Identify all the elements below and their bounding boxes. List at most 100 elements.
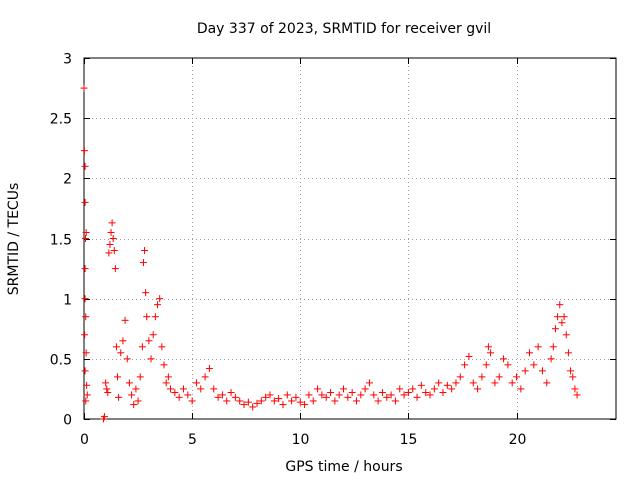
- data-point: [119, 337, 127, 345]
- data-point: [335, 391, 343, 399]
- data-point: [105, 249, 113, 257]
- data-point: [348, 389, 356, 397]
- data-point: [249, 403, 257, 411]
- y-tick-label: 3: [63, 52, 72, 68]
- data-point: [128, 391, 136, 399]
- data-point: [82, 397, 90, 405]
- data-point: [543, 379, 551, 387]
- data-point: [513, 373, 521, 381]
- data-point: [352, 397, 360, 405]
- data-point: [413, 393, 421, 401]
- data-point: [482, 361, 490, 369]
- data-point: [117, 349, 125, 357]
- data-point: [404, 389, 412, 397]
- data-point: [115, 393, 123, 401]
- data-point: [361, 385, 369, 393]
- data-point: [530, 361, 538, 369]
- data-point: [569, 373, 577, 381]
- data-point: [340, 385, 348, 393]
- data-point: [435, 379, 443, 387]
- y-tick-label: 0.5: [50, 353, 72, 369]
- data-point: [121, 316, 129, 324]
- data-point: [484, 343, 492, 351]
- data-point: [82, 235, 90, 242]
- data-point: [192, 379, 200, 387]
- data-point: [188, 397, 196, 405]
- x-tick-label: 0: [80, 432, 89, 448]
- data-point: [474, 385, 482, 393]
- data-point: [521, 367, 529, 375]
- data-point: [564, 349, 572, 357]
- data-point: [160, 361, 168, 369]
- x-axis-title: GPS time / hours: [285, 459, 402, 475]
- data-point: [236, 397, 244, 405]
- data-point: [314, 385, 322, 393]
- data-point: [244, 398, 252, 406]
- data-point: [197, 385, 205, 393]
- data-point: [139, 259, 147, 267]
- data-point: [262, 393, 270, 401]
- data-point: [112, 343, 120, 351]
- data-point: [525, 349, 533, 357]
- data-point: [111, 265, 119, 273]
- data-point: [218, 391, 226, 399]
- data-point: [538, 367, 546, 375]
- data-point: [365, 379, 373, 387]
- data-point: [147, 355, 155, 363]
- data-point: [275, 395, 283, 403]
- data-point: [142, 289, 150, 297]
- data-point: [103, 385, 111, 393]
- data-point: [138, 343, 146, 351]
- y-tick-label: 1: [63, 293, 72, 309]
- data-point: [164, 373, 172, 381]
- y-tick-label: 1.5: [50, 233, 72, 249]
- data-point: [456, 373, 464, 381]
- data-point: [331, 397, 339, 405]
- data-point: [305, 391, 313, 399]
- data-point: [154, 301, 162, 309]
- y-tick-label: 2.5: [50, 112, 72, 128]
- data-point: [374, 397, 382, 405]
- data-point: [558, 319, 566, 327]
- data-points: [80, 84, 581, 423]
- data-point: [81, 162, 89, 170]
- data-point: [487, 349, 495, 357]
- data-point: [549, 343, 557, 351]
- data-point: [81, 198, 89, 206]
- data-point: [567, 367, 575, 375]
- data-point: [80, 147, 88, 155]
- data-point: [171, 389, 179, 397]
- data-point: [327, 389, 335, 397]
- data-point: [318, 391, 326, 399]
- data-point: [478, 373, 486, 381]
- y-axis-title: SRMTID / TECUs: [6, 183, 22, 296]
- y-tick-label: 2: [63, 172, 72, 188]
- data-point: [426, 391, 434, 399]
- data-point: [396, 385, 404, 393]
- data-point: [162, 379, 170, 387]
- data-point: [551, 325, 559, 333]
- data-point: [167, 385, 175, 393]
- data-point: [309, 397, 317, 405]
- data-point: [175, 393, 183, 401]
- data-point: [83, 391, 91, 399]
- data-point: [141, 247, 149, 255]
- data-point: [562, 331, 570, 339]
- x-tick-label: 10: [292, 432, 310, 448]
- data-point: [391, 397, 399, 405]
- data-point: [205, 364, 213, 372]
- data-point: [109, 235, 117, 242]
- data-point: [82, 349, 90, 357]
- data-point: [571, 385, 579, 393]
- data-point: [508, 379, 516, 387]
- data-point: [448, 385, 456, 393]
- data-point: [547, 355, 555, 363]
- data-point: [301, 401, 309, 409]
- data-point: [357, 391, 365, 399]
- data-point: [465, 352, 473, 360]
- data-point: [184, 391, 192, 399]
- data-point: [106, 241, 114, 249]
- data-point: [110, 247, 118, 255]
- data-point: [443, 381, 451, 389]
